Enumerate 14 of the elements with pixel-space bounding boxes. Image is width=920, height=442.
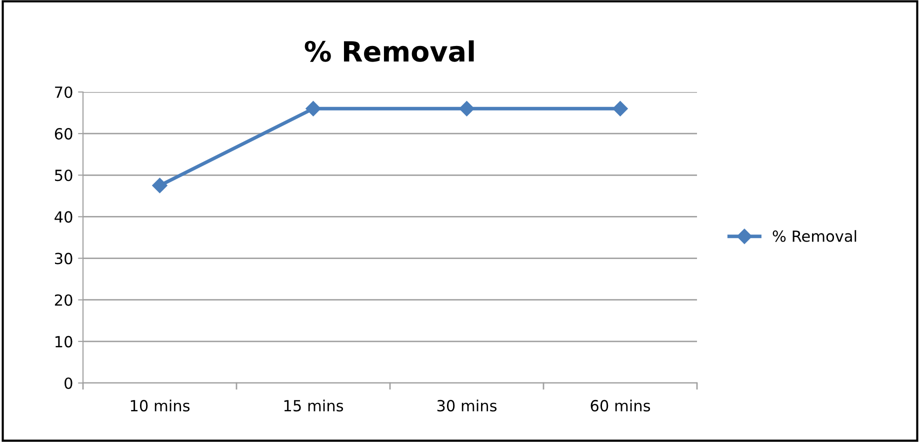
y-tick-label: 50 xyxy=(55,170,72,182)
x-tick-label: 30 mins xyxy=(437,400,497,412)
y-tick-label: 60 xyxy=(54,128,72,140)
legend-label: % Removal xyxy=(772,230,856,242)
y-tick-label: 10 xyxy=(56,336,72,348)
x-tick-label: 10 mins xyxy=(130,400,190,412)
chart-title: % Removal xyxy=(304,40,474,62)
y-tick-label: 20 xyxy=(54,294,72,306)
y-tick-label: 0 xyxy=(64,377,72,390)
x-tick-label: 60 mins xyxy=(590,400,650,412)
x-tick-label: 15 mins xyxy=(284,400,344,412)
y-tick-label: 40 xyxy=(54,211,72,223)
y-tick-label: 30 xyxy=(55,252,72,264)
y-tick-label: 70 xyxy=(55,86,72,98)
